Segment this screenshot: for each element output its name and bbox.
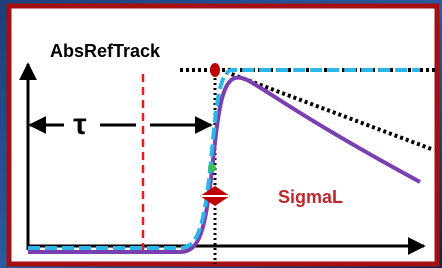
peak-marker	[210, 63, 220, 77]
page: τ AbsRefTrack SigmaL (() => { const data…	[0, 0, 442, 268]
mid-marker	[208, 164, 216, 172]
track-label: AbsRefTrack	[50, 41, 161, 61]
diagram: τ AbsRefTrack SigmaL	[0, 0, 442, 268]
tau-label: τ	[73, 108, 86, 141]
sigma-label: SigmaL	[278, 187, 343, 207]
